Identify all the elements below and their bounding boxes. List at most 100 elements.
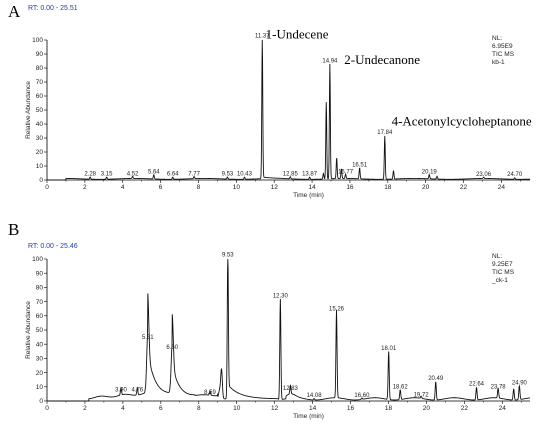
panel-a-peak-label: 13.87 (302, 171, 318, 177)
panel-a-y-tick-label: 20 (36, 149, 44, 156)
panel-b-peak-label: 12.83 (283, 386, 299, 392)
panel-b-peak-label: 8.59 (204, 390, 216, 396)
panel-b-x-tick-label: 6 (159, 405, 163, 412)
panel-a-peak-label: 3.15 (101, 171, 113, 177)
panel-a-x-axis-title: Time (min) (293, 192, 324, 199)
panel-b-y-tick-label: 70 (36, 299, 44, 306)
panel-a-peak-label: 9.53 (222, 171, 234, 177)
panel-b-peak-label: 6.60 (166, 345, 178, 351)
panel-b-x-tick-label: 10 (233, 405, 241, 412)
panel-b-peak-label: 5.31 (142, 335, 154, 341)
panel-b-x-axis-title: Time (min) (293, 413, 324, 420)
panel-a-x-tick-label: 20 (422, 184, 430, 191)
panel-b-y-tick-label: 90 (36, 270, 44, 277)
panel-a-y-tick-label: 90 (36, 51, 44, 58)
panel-a-info-line: NL: (492, 35, 502, 42)
panel-a-y-tick-label: 60 (36, 93, 44, 100)
panel-a-x-tick-label: 6 (159, 184, 163, 191)
panel-b-y-axis-title: Relative Abundance (25, 301, 32, 359)
panel-b-peak-label: 14.08 (307, 393, 323, 399)
panel-b-y-tick-label: 50 (36, 327, 44, 334)
panel-a-peak-label: 2.28 (84, 171, 96, 177)
panel-b-x-tick-label: 0 (45, 405, 49, 412)
panel-b-trace (47, 258, 531, 402)
panel-b-y-tick-label: 30 (36, 356, 44, 363)
panel-a-peak-label: 7.77 (188, 171, 200, 177)
panel-b-peak-label: 12.30 (273, 294, 289, 300)
panel-a-x-tick-label: 18 (384, 184, 392, 191)
panel-b-peak-label: 20.49 (428, 376, 444, 382)
panel-a-peak-label: 12.85 (283, 171, 299, 177)
panel-a-peak-label: 17.84 (377, 130, 393, 136)
panel-b-peak-label: 3.90 (115, 387, 127, 393)
panel-a-x-tick-label: 12 (271, 184, 279, 191)
panel-a-peak-label: 6.64 (167, 171, 179, 177)
panel-b-peak-label: 9.53 (222, 253, 234, 259)
panel-a-rt-range: RT: 0.00 - 25.51 (28, 5, 78, 12)
panel-a-peak-label: 5.64 (148, 169, 160, 175)
panel-b-peak-label: 18.62 (393, 385, 409, 391)
panel-b-info-line: TIC MS (492, 269, 515, 276)
panel-b-rt-range: RT: 0.00 - 25.46 (28, 243, 78, 250)
panel-a-trace (47, 39, 531, 181)
panel-b-peak-label: 24.90 (512, 380, 528, 386)
panel-a-info-line: TIC MS (492, 51, 515, 58)
panel-b-x-tick-label: 2 (83, 405, 87, 412)
panel-b-y-tick-label: 20 (36, 370, 44, 377)
panel-b-info-line: 9.25E7 (492, 261, 513, 268)
panel-b-peak-label: 4.76 (131, 387, 143, 393)
panel-b-peak-label: 23.78 (491, 385, 507, 391)
panel-b-y-tick-label: 60 (36, 313, 44, 320)
panel-a-compound-label: 1-Undecene (266, 27, 329, 42)
panel-b-x-tick-label: 24 (499, 405, 507, 412)
panel-a-x-tick-label: 2 (83, 184, 87, 191)
panel-b-x-tick-label: 22 (461, 405, 469, 412)
panel-a-y-tick-label: 50 (36, 107, 44, 114)
panel-a-x-tick-label: 10 (233, 184, 241, 191)
panel-b-x-tick-label: 4 (121, 405, 125, 412)
panel-b-x-tick-label: 20 (423, 405, 431, 412)
panel-b-peak-label: 16.60 (354, 393, 370, 399)
panel-b-x-tick-label: 14 (309, 405, 317, 412)
panel-a-peak-label: 4.52 (127, 171, 139, 177)
panel-b-x-tick-label: 16 (347, 405, 355, 412)
panel-a-y-tick-label: 10 (36, 163, 44, 170)
panel-a-x-tick-label: 14 (308, 184, 316, 191)
panel-b-letter: B (8, 220, 20, 239)
panel-a-x-tick-label: 8 (197, 184, 201, 191)
panel-b-x-tick-label: 8 (197, 405, 201, 412)
panel-a-peak-label: 11.37 (255, 34, 270, 40)
panel-a-x-tick-label: 22 (460, 184, 468, 191)
panel-b-x-tick-label: 18 (385, 405, 393, 412)
panel-b-peak-label: 22.64 (469, 382, 485, 388)
panel-b-y-tick-label: 100 (32, 256, 43, 263)
panel-a-peak-label: 15.77 (338, 169, 354, 175)
panel-a-peak-label: 24.70 (507, 172, 523, 178)
panel-a-x-tick-label: 4 (121, 184, 125, 191)
panel-a-compound-label: 2-Undecanone (344, 52, 420, 67)
panel-a-compound-label: 4-Acetonylcycloheptanone (392, 113, 532, 128)
panel-a-info-line: kb-1 (492, 59, 505, 66)
panel-a-peak-label: 23.06 (476, 172, 492, 178)
panel-a-y-axis-title: Relative Abundance (25, 81, 32, 139)
panel-b-peak-label: 15.26 (329, 306, 345, 312)
panel-a-peak-label: 16.51 (352, 162, 368, 168)
panel-b-peak-label: 19.72 (414, 392, 430, 398)
panel-b-y-tick-label: 0 (39, 398, 43, 405)
panel-b-x-tick-label: 12 (271, 405, 279, 412)
panel-b-info-line: NL: (492, 253, 502, 260)
panel-b-y-tick-label: 80 (36, 285, 44, 292)
panel-a-letter: A (8, 2, 21, 21)
panel-a-y-tick-label: 0 (39, 177, 43, 184)
panel-b-y-tick-label: 10 (36, 384, 44, 391)
panel-a-x-tick-label: 24 (498, 184, 506, 191)
panel-a-y-tick-label: 80 (36, 65, 44, 72)
panel-a-peak-label: 10.43 (237, 171, 253, 177)
panel-a-y-tick-label: 100 (32, 37, 43, 44)
panel-a-y-tick-label: 30 (36, 135, 44, 142)
panel-a-info-line: 6.95E9 (492, 43, 513, 50)
panel-b-info-line: _ck-1 (491, 277, 508, 284)
panel-a-y-tick-label: 70 (36, 79, 44, 86)
panel-b-y-tick-label: 40 (36, 341, 44, 348)
